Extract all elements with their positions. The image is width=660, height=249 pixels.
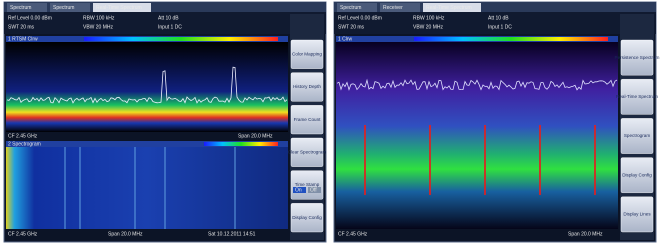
softkey-label: Display Lines: [623, 212, 651, 217]
spectrogram-stripe: [134, 147, 136, 229]
tab-label: Spectrum: [53, 5, 74, 11]
header-field: SWT 20 ms: [8, 24, 35, 30]
footer-text: Sat 10.12.2011 14:51: [208, 231, 256, 237]
signal-spike: [364, 125, 366, 195]
footer-text: Span 20.0 MHz: [568, 231, 603, 237]
header-field: Ref Level 0.00 dBm: [338, 15, 382, 21]
footer-text: Span 20.0 MHz: [108, 231, 143, 237]
color-scale: [204, 142, 278, 146]
header-field: RBW 100 kHz: [413, 15, 445, 21]
softkey-label: Display Config: [622, 172, 652, 177]
header-field: Att 10 dB: [158, 15, 179, 21]
window-label: 1 Clrw: [338, 36, 353, 42]
color-scale: [84, 37, 278, 41]
toggle-label: On: [295, 187, 302, 193]
spectrogram-stripe: [234, 147, 236, 229]
footer-text: Span 20.0 MHz: [238, 133, 273, 139]
spectrogram-plot: [6, 147, 288, 229]
tab-label: Spectrum: [340, 5, 361, 11]
header-field: SWT 20 ms: [338, 24, 365, 30]
softkey-label: Clear Spectrogram: [288, 150, 327, 155]
tab-label: Real-Time Spectrum: [426, 5, 472, 11]
tab-label: Spectrum: [10, 5, 31, 11]
window-label: 2 Spectrogram: [8, 141, 41, 147]
softkey-label: Display Config: [292, 215, 322, 220]
spectrogram-stripe: [64, 147, 66, 229]
spectrum-plot: [6, 42, 288, 132]
header-field: Ref Level 0.00 dBm: [8, 15, 52, 21]
softkey-label: Spectrogram: [624, 133, 650, 138]
header-field: Input 1 DC: [488, 24, 512, 30]
header-field: VBW 20 MHz: [83, 24, 114, 30]
footer-text: CF 2.45 GHz: [8, 231, 38, 237]
tab-label: Receiver: [383, 5, 403, 11]
softkey-label: Frame Count: [294, 117, 322, 122]
persistence-plot: [336, 42, 618, 229]
window-label: 1 RTSM Clrw: [8, 36, 38, 42]
header-field: Input 1 DC: [158, 24, 182, 30]
softkey-label: Real-Time Spectrum: [616, 94, 658, 99]
spectrogram-stripe: [164, 147, 166, 229]
tab-label: Real-Time Spectrum: [96, 5, 142, 11]
header-field: Att 10 dB: [488, 15, 509, 21]
signal-spike: [594, 125, 596, 195]
softkey-label: History Depth: [293, 84, 321, 89]
footer-text: CF 2.45 GHz: [338, 231, 368, 237]
screenshot: Spectrum Spectrum Real-Time Spectrum Ref Le…: [0, 0, 660, 244]
signal-spike: [484, 125, 486, 195]
footer-text: CF 2.45 GHz: [8, 133, 38, 139]
header-field: VBW 20 MHz: [413, 24, 444, 30]
header-field: RBW 100 kHz: [83, 15, 115, 21]
color-scale: [414, 37, 608, 41]
softkey-label: Color Mapping: [292, 52, 322, 57]
signal-spike: [429, 125, 431, 195]
spectrogram-stripe: [79, 147, 81, 229]
softkey-label: Persistence Spectrum: [615, 55, 660, 60]
toggle-label: Off: [310, 187, 317, 193]
signal-spike: [539, 125, 541, 195]
